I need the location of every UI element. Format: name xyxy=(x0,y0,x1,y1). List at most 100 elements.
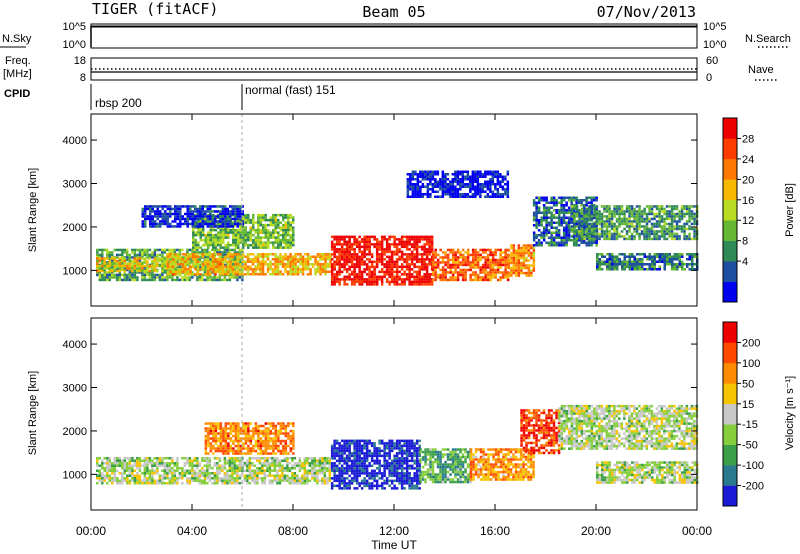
velocity-colorbar-segment-5 xyxy=(723,383,737,405)
velocity-colorbar-tick-label-0: 200 xyxy=(742,337,760,349)
power-region-4 xyxy=(330,235,434,286)
velocity-colorbar-tick-label-3: 15 xyxy=(742,399,754,411)
nave-tick-high: 60 xyxy=(706,55,718,67)
x-axis-label: Time UT xyxy=(371,538,417,552)
power-colorbar: 28 24 20 16 12 8 4 xyxy=(722,117,754,303)
power-colorbar-tick-label-3: 16 xyxy=(742,195,754,207)
velocity-colorbar-segment-3 xyxy=(723,424,737,445)
power-colorbar-label: Power [dB] xyxy=(784,183,796,237)
velocity-colorbar-tick-label-5: -50 xyxy=(742,440,758,452)
nsky-label: N.Sky xyxy=(2,33,32,45)
nave-label: Nave xyxy=(748,64,774,76)
power-ytick-label-1: 2000 xyxy=(63,222,87,234)
nsearch-tick-low: 10^0 xyxy=(703,39,727,51)
velocity-ytick-label-2: 3000 xyxy=(63,383,87,395)
velocity-region-2 xyxy=(330,439,421,490)
velocity-colorbar-segment-2 xyxy=(723,444,737,466)
x-axis-ticks: 00:00 04:00 08:00 12:00 16:00 20:00 00:00 xyxy=(76,114,712,538)
power-colorbar-segment-5 xyxy=(723,179,737,201)
x-tick-label-5: 20:00 xyxy=(581,524,611,538)
beam-title: Beam 05 xyxy=(362,3,425,21)
freq-tick-low: 8 xyxy=(80,72,86,84)
nsky-tick-high: 10^5 xyxy=(62,21,86,33)
power-region-5 xyxy=(431,248,510,282)
velocity-region-5 xyxy=(520,409,561,455)
power-region-2 xyxy=(166,253,332,276)
power-region-3 xyxy=(192,213,295,249)
power-colorbar-tick-label-4: 12 xyxy=(742,215,754,227)
freq-label-line1: Freq. xyxy=(5,55,31,67)
velocity-ytick-label-3: 4000 xyxy=(63,339,87,351)
freq-label-line2: [MHz] xyxy=(3,68,32,80)
velocity-colorbar: 200 100 50 15 -15 -50 -100 -200 xyxy=(722,321,764,507)
power-heatmap-cells xyxy=(96,170,699,286)
velocity-colorbar-frame xyxy=(722,321,738,507)
nsky-tick-low: 10^0 xyxy=(62,39,86,51)
velocity-colorbar-segment-8 xyxy=(723,322,737,343)
x-tick-label-0: 00:00 xyxy=(76,524,106,538)
power-colorbar-segment-4 xyxy=(723,199,737,221)
x-tick-label-3: 12:00 xyxy=(379,524,409,538)
velocity-colorbar-tick-label-4: -15 xyxy=(742,419,758,431)
velocity-colorbar-tick-label-6: -100 xyxy=(742,460,764,472)
power-colorbar-segment-7 xyxy=(723,138,737,160)
velocity-colorbar-segment-0 xyxy=(723,485,737,507)
power-region-9 xyxy=(596,253,699,271)
freq-tick-high: 18 xyxy=(74,55,86,67)
velocity-colorbar-tick-label-7: -200 xyxy=(742,481,764,493)
power-region-10 xyxy=(141,205,244,228)
velocity-ytick-label-1: 2000 xyxy=(63,426,87,438)
velocity-colorbar-segment-1 xyxy=(723,465,737,486)
power-colorbar-segment-6 xyxy=(723,158,737,180)
velocity-colorbar-tick-label-2: 50 xyxy=(742,378,754,390)
velocity-ylabel: Slant Range [km] xyxy=(27,371,39,455)
velocity-region-1 xyxy=(204,422,295,455)
velocity-colorbar-segment-6 xyxy=(723,362,737,384)
velocity-region-0 xyxy=(96,457,332,485)
velocity-region-4 xyxy=(469,448,535,481)
velocity-heatmap-cells xyxy=(96,404,699,490)
power-ytick-label-2: 3000 xyxy=(63,179,87,191)
power-colorbar-tick-label-6: 4 xyxy=(742,256,748,268)
power-y-ticks: 1000 2000 3000 4000 xyxy=(63,135,697,277)
velocity-ytick-label-0: 1000 xyxy=(63,469,87,481)
x-tick-label-1: 04:00 xyxy=(177,524,207,538)
nave-tick-low: 0 xyxy=(706,72,712,84)
power-region-6 xyxy=(507,244,536,277)
date-title: 07/Nov/2013 xyxy=(597,3,696,21)
power-colorbar-segment-3 xyxy=(723,220,737,241)
velocity-region-7 xyxy=(596,461,699,484)
cpid-label: CPID xyxy=(4,88,30,100)
power-region-11 xyxy=(406,170,510,198)
nsky-trace xyxy=(90,25,697,47)
freq-panel-frame xyxy=(90,57,698,81)
power-colorbar-segment-8 xyxy=(723,118,737,139)
nsearch-tick-high: 10^5 xyxy=(703,21,727,33)
nsearch-label: N.Search xyxy=(745,33,791,45)
power-colorbar-frame xyxy=(722,117,738,303)
x-tick-label-2: 08:00 xyxy=(278,524,308,538)
power-colorbar-segment-1 xyxy=(723,261,737,282)
x-tick-label-6: 00:00 xyxy=(682,524,712,538)
power-ylabel: Slant Range [km] xyxy=(27,168,39,252)
cpid-segment-normal-fast: normal (fast) 151 xyxy=(245,83,336,97)
velocity-region-6 xyxy=(558,404,699,450)
nsky-panel-frame xyxy=(90,23,698,49)
power-colorbar-tick-label-2: 20 xyxy=(742,174,754,186)
cpid-segment-rbsp: rbsp 200 xyxy=(95,96,142,110)
power-colorbar-segment-0 xyxy=(723,281,737,303)
velocity-colorbar-label: Velocity [m s⁻¹] xyxy=(784,376,796,450)
power-region-8 xyxy=(570,205,699,241)
velocity-y-ticks: 1000 2000 3000 4000 xyxy=(63,339,697,481)
velocity-colorbar-segment-4 xyxy=(723,403,737,425)
power-ytick-label-3: 4000 xyxy=(63,135,87,147)
velocity-colorbar-tick-label-1: 100 xyxy=(742,358,760,370)
power-colorbar-segment-2 xyxy=(723,240,737,262)
station-title: TIGER (fitACF) xyxy=(92,0,218,18)
power-region-1 xyxy=(96,257,169,273)
power-colorbar-tick-label-1: 24 xyxy=(742,154,754,166)
velocity-region-3 xyxy=(419,448,472,484)
power-ytick-label-0: 1000 xyxy=(63,265,87,277)
power-colorbar-tick-label-0: 28 xyxy=(742,133,754,145)
